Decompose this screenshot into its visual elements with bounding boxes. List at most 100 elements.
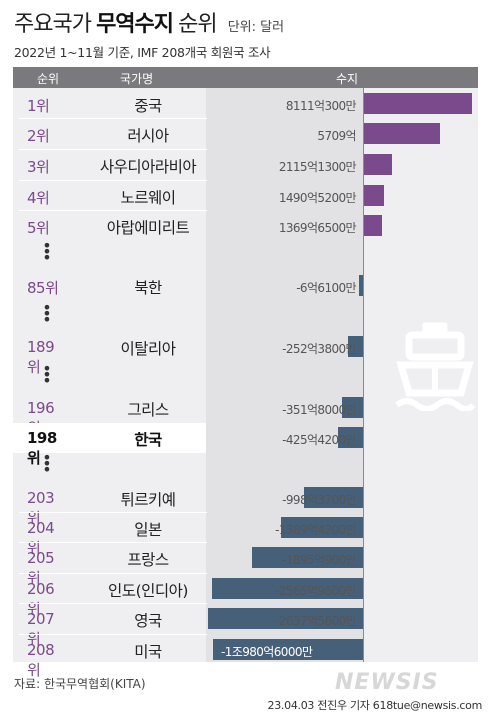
- country-label: 한국: [134, 431, 162, 449]
- chart-title: 주요국가 무역수지 순위 단위: 달러: [14, 6, 284, 38]
- country-label: 중국: [134, 97, 162, 115]
- rank-label: 208위: [27, 641, 55, 679]
- country-label: 아랍에미리트: [106, 219, 190, 237]
- rank-label: 204위: [27, 519, 55, 557]
- unit-label: 단위: 달러: [227, 20, 285, 35]
- newsis-logo: NEWSIS: [335, 670, 439, 695]
- rank-label: 2위: [27, 127, 50, 145]
- highlight-row-bg: [13, 423, 206, 453]
- bar: [208, 608, 363, 629]
- value-label: -252억3800만: [282, 342, 356, 356]
- country-label: 사우디아라비아: [99, 158, 197, 176]
- table-row: 203위 튀르키예 -998억3700만: [13, 483, 478, 527]
- country-label: 프랑스: [127, 551, 169, 569]
- rank-label: 203위: [27, 489, 55, 527]
- header-country: 국가명: [120, 72, 154, 86]
- ellipsis-dots: • • •: [42, 298, 52, 329]
- table-row: 189위 이탈리아 -252억3800만: [13, 332, 478, 376]
- bar: [364, 185, 384, 206]
- country-label: 북한: [134, 279, 162, 297]
- table-row: 198위 한국 -425억4200만: [13, 423, 478, 467]
- rank-label: 85위: [27, 279, 59, 297]
- title-part-2: 무역수지: [96, 12, 174, 37]
- country-label: 튀르키예: [120, 491, 176, 509]
- table-row: 206위 인도(인디아) -2565억9600만: [13, 574, 478, 618]
- row-divider: [19, 149, 207, 150]
- value-label: -2565억9600만: [275, 584, 356, 598]
- table-header: 순위 국가명 수지: [13, 67, 478, 88]
- source-note: 자료: 한국무역협회(KITA): [14, 677, 146, 691]
- bar: [364, 93, 472, 114]
- value-label: 1369억6500만: [278, 221, 357, 235]
- value-label: -1조980억6000만: [221, 645, 313, 659]
- country-label: 노르웨이: [120, 189, 176, 207]
- country-label: 이탈리아: [120, 340, 176, 358]
- chart-subtitle: 2022년 1~11월 기준, IMF 208개국 회원국 조사: [14, 45, 271, 60]
- title-part-1: 주요국가: [14, 12, 92, 37]
- row-divider: [19, 118, 207, 119]
- value-label: -351억8000만: [282, 403, 356, 417]
- ellipsis-dots: • • •: [42, 236, 52, 267]
- ranking-table: 순위 국가명 수지 1위 중국 8111억300만 2위 러시아 5709억 3위 사우디아라…: [13, 67, 478, 679]
- table-row: 207위 영국 -2637억5600만: [13, 604, 478, 648]
- rank-label: 3위: [27, 158, 50, 176]
- table-row: 2위 러시아 5709억: [13, 119, 478, 149]
- zero-axis-line: [363, 67, 364, 662]
- bar: [364, 215, 383, 236]
- value-label: -998억3700만: [282, 493, 356, 507]
- table-row: 4위 노르웨이 1490억5200만: [13, 181, 478, 211]
- country-label: 그리스: [127, 401, 169, 419]
- bar: [251, 547, 363, 568]
- value-label: 1490억5200만: [278, 191, 357, 205]
- ship-icon: [395, 322, 475, 411]
- table-row: 3위 사우디아라비아 2115억1300만: [13, 150, 478, 180]
- rank-label: 5위: [27, 219, 50, 237]
- rank-label: 1위: [27, 97, 50, 115]
- table-row: 5위 아랍에미리트 1369억6500만: [13, 211, 478, 241]
- ellipsis-dots: • • •: [42, 448, 52, 479]
- table-row: 196위그리스-351억8000만: [13, 393, 478, 437]
- table-row: 204위 일본 -1389억4200만: [13, 513, 478, 557]
- table-row: 85위 북한 -6억6100만: [13, 271, 478, 301]
- country-label: 러시아: [127, 127, 169, 145]
- row-divider: [19, 512, 207, 513]
- bar: [304, 487, 363, 508]
- value-label: 8111억300만: [285, 99, 357, 113]
- row-divider: [19, 603, 207, 604]
- credit-line: 23.04.03 전진우 기자 618tue@newsis.com: [267, 699, 483, 712]
- value-label: -1389억4200만: [275, 523, 356, 537]
- row-divider: [19, 210, 207, 211]
- country-label: 인도(인디아): [108, 582, 188, 600]
- ellipsis-dots: • • •: [42, 359, 52, 390]
- header-rank: 순위: [37, 72, 60, 86]
- bar: [364, 123, 441, 144]
- bar: [359, 275, 363, 296]
- bar: [364, 154, 393, 175]
- bar: [348, 336, 363, 357]
- bar: [213, 639, 363, 660]
- header-balance: 수지: [336, 72, 359, 86]
- row-divider: [19, 542, 207, 543]
- bar: [342, 397, 363, 418]
- value-label: -2637억5600만: [275, 614, 356, 628]
- rank-label: 189위: [27, 338, 55, 376]
- value-label: 5709억: [317, 129, 356, 143]
- country-label: 영국: [134, 612, 162, 630]
- table-row: 205위 프랑스 -1895억900만: [13, 543, 478, 587]
- rank-label: 206위: [27, 580, 55, 618]
- row-divider: [19, 634, 207, 635]
- country-label: 일본: [134, 521, 162, 539]
- value-label: -1895억900만: [282, 553, 356, 567]
- bar: [281, 517, 363, 538]
- value-label: -6억6100만: [296, 281, 356, 295]
- rank-label: 198위: [27, 429, 57, 467]
- table-row: 1위 중국 8111억300만: [13, 89, 478, 119]
- row-divider: [19, 180, 207, 181]
- table-row: 208위 미국 -1조980억6000만: [13, 635, 478, 679]
- value-label: -425억4200만: [282, 433, 356, 447]
- rank-label: 4위: [27, 189, 50, 207]
- row-divider: [19, 573, 207, 574]
- value-label: 2115억1300만: [278, 160, 357, 174]
- country-label: 미국: [134, 643, 162, 661]
- bar: [337, 427, 363, 448]
